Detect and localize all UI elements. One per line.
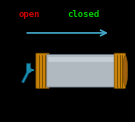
FancyBboxPatch shape [36,53,49,88]
FancyBboxPatch shape [48,57,114,62]
Polygon shape [26,63,30,72]
Polygon shape [22,72,29,83]
FancyBboxPatch shape [47,54,115,87]
Text: closed: closed [68,10,100,19]
FancyBboxPatch shape [114,53,125,88]
Text: open: open [19,10,40,19]
Ellipse shape [123,56,128,86]
